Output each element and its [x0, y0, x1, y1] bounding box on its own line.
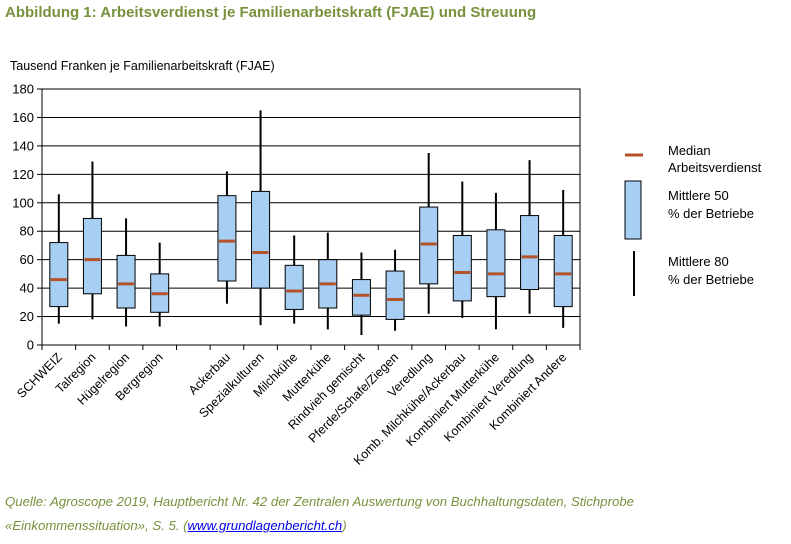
y-tick-label: 160 [12, 110, 34, 125]
y-tick-label: 40 [20, 281, 34, 296]
iqr-box [82, 217, 102, 295]
legend-box-label: Mittlere 50 [668, 188, 729, 203]
y-tick-label: 140 [12, 138, 34, 153]
iqr-box [385, 270, 405, 320]
iqr-box [486, 229, 506, 298]
y-tick-label: 0 [27, 338, 34, 353]
boxplot-chart: Tausend Franken je Familienarbeitskraft … [10, 59, 762, 468]
legend-box-swatch [624, 180, 642, 240]
iqr-box [553, 234, 573, 308]
source-prefix: «Einkommenssituation», S. 5. ( [5, 518, 188, 533]
iqr-box [116, 254, 136, 309]
y-tick-label: 120 [12, 167, 34, 182]
y-tick-label: 180 [12, 82, 34, 97]
y-tick-label: 100 [12, 195, 34, 210]
y-tick-label: 20 [20, 309, 34, 324]
figure-title: Abbildung 1: Arbeitsverdienst je Familie… [5, 4, 537, 21]
legend-whisker-label: Mittlere 80 [668, 254, 729, 269]
iqr-box [49, 242, 69, 308]
source-line-2: «Einkommenssituation», S. 5. (www.grundl… [5, 514, 785, 538]
y-axis-label: Tausend Franken je Familienarbeitskraft … [10, 59, 275, 73]
legend-box-label: % der Betriebe [668, 206, 754, 221]
category-label: SCHWEIZ [14, 350, 65, 401]
legend-median-label: Median [668, 143, 711, 158]
iqr-box [452, 234, 472, 302]
y-tick-label: 80 [20, 224, 34, 239]
legend-whisker-label: % der Betriebe [668, 272, 754, 287]
iqr-box [520, 215, 540, 291]
iqr-box [217, 195, 237, 282]
source-suffix: ) [342, 518, 347, 533]
iqr-box [351, 279, 371, 316]
iqr-box [251, 190, 271, 289]
iqr-box [284, 264, 304, 310]
legend-median-label: Arbeitsverdienst [668, 160, 762, 175]
source-line-1: Quelle: Agroscope 2019, Hauptbericht Nr.… [5, 494, 634, 509]
source-note: Quelle: Agroscope 2019, Hauptbericht Nr.… [5, 490, 785, 538]
source-link[interactable]: www.grundlagenbericht.ch [187, 518, 343, 533]
y-tick-label: 60 [20, 252, 34, 267]
